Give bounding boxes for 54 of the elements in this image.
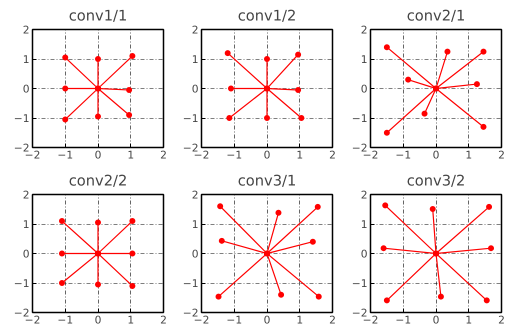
y-tick-label: 0 [22,248,30,260]
x-tick-label: 2 [160,314,167,326]
x-tick-label: 0 [94,314,102,326]
x-tick-label: −1 [226,314,242,326]
x-tick-label: 2 [498,148,505,162]
y-tick-label: 1 [22,53,30,66]
x-tick-label: 1 [465,148,472,162]
chart-title: conv2/1 [406,8,466,24]
y-tick-label: −1 [352,112,368,125]
chart-title: conv3/1 [238,172,296,190]
y-tick-label: 2 [360,24,368,36]
x-tick-label: −1 [226,148,242,162]
y-tick-label: 0 [22,82,30,96]
y-tick-label: −1 [352,277,368,290]
x-tick-label: 0 [264,148,271,162]
x-tick-label: 1 [296,314,304,326]
y-tick-label: 2 [22,188,30,202]
y-tick-label: 0 [360,248,368,260]
x-tick-label: 2 [160,148,167,162]
y-tick-label: 2 [192,188,198,202]
y-tick-label: −1 [182,112,199,125]
y-tick-label: 1 [192,218,198,231]
x-tick-label: −1 [395,148,412,162]
x-tick-label: 0 [94,148,102,162]
x-tick-label: 1 [465,314,472,326]
x-tick-label: 0 [432,148,440,162]
y-tick-label: −1 [14,277,30,290]
y-tick-label: 0 [192,82,199,96]
x-tick-label: −1 [395,314,412,326]
x-tick-label: 0 [432,314,440,326]
y-tick-label: 0 [360,82,368,96]
chart-title: conv2/2 [68,172,128,190]
x-tick-label: −1 [57,314,74,326]
y-tick-label: 1 [360,218,368,231]
chart-title: conv1/2 [238,8,296,24]
x-tick-label: 2 [329,314,336,326]
y-tick-label: −1 [182,277,199,290]
chart-title: conv1/1 [68,8,128,24]
y-tick-label: 1 [360,53,368,66]
x-tick-label: 1 [296,148,304,162]
y-tick-label: 1 [192,53,198,66]
y-tick-label: 2 [360,188,368,202]
y-tick-label: 1 [22,218,30,231]
x-tick-label: −1 [57,148,74,162]
y-tick-label: 0 [192,248,199,260]
x-tick-label: 2 [498,314,505,326]
y-tick-label: −1 [14,112,30,125]
x-tick-label: 2 [329,148,336,162]
y-tick-label: 2 [192,24,198,36]
x-tick-label: 1 [127,148,134,162]
chart-title: conv3/2 [406,172,466,190]
x-tick-label: 0 [264,314,271,326]
x-tick-label: 1 [127,314,134,326]
y-tick-label: 2 [22,24,30,36]
